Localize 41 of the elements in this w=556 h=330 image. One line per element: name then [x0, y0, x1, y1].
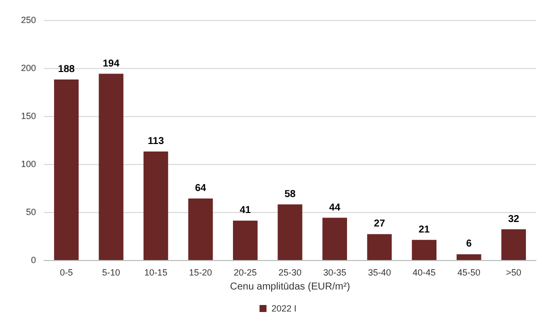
x-tick-label: 45-50 [457, 268, 480, 278]
bar [232, 220, 258, 260]
y-tick-label: 50 [26, 207, 36, 217]
x-tick-label: 5-10 [102, 268, 120, 278]
data-label: 32 [508, 214, 520, 225]
y-tick-label: 250 [20, 15, 36, 25]
legend-label: 2022 I [271, 304, 297, 314]
bar [98, 74, 124, 260]
bar [278, 204, 302, 260]
y-tick-label: 0 [30, 255, 36, 265]
data-label: 194 [102, 58, 120, 70]
data-label: 113 [148, 136, 164, 148]
x-tick-label: 0-5 [60, 268, 73, 278]
bar [456, 254, 482, 260]
bar [322, 218, 348, 260]
x-tick-label: 35-40 [368, 268, 391, 278]
y-tick-label: 150 [20, 111, 36, 121]
data-label: 41 [240, 205, 252, 216]
bar [412, 240, 436, 260]
x-tick-label: 40-45 [412, 268, 436, 278]
x-tick-label: 20-25 [234, 268, 257, 278]
data-label: 21 [418, 224, 430, 236]
x-tick-label: 10-15 [144, 268, 168, 278]
data-label: 58 [284, 188, 296, 200]
x-tick-label: >50 [506, 268, 522, 278]
data-label: 27 [374, 218, 386, 230]
y-tick-label: 200 [20, 63, 36, 73]
data-label: 44 [329, 202, 341, 214]
y-tick-label: 100 [20, 159, 36, 169]
x-tick-label: 15-20 [189, 268, 212, 278]
bar [367, 234, 392, 260]
data-label: 6 [466, 238, 472, 250]
x-axis-title: Cenu amplitūdas (EUR/m²) [230, 281, 350, 292]
x-tick-label: 25-30 [278, 268, 302, 278]
bar [501, 229, 526, 260]
data-label: 188 [58, 64, 76, 76]
bar [144, 152, 168, 260]
data-label: 64 [194, 183, 207, 194]
bar [188, 198, 213, 260]
bar [54, 80, 79, 260]
x-tick-label: 30-35 [323, 268, 346, 278]
